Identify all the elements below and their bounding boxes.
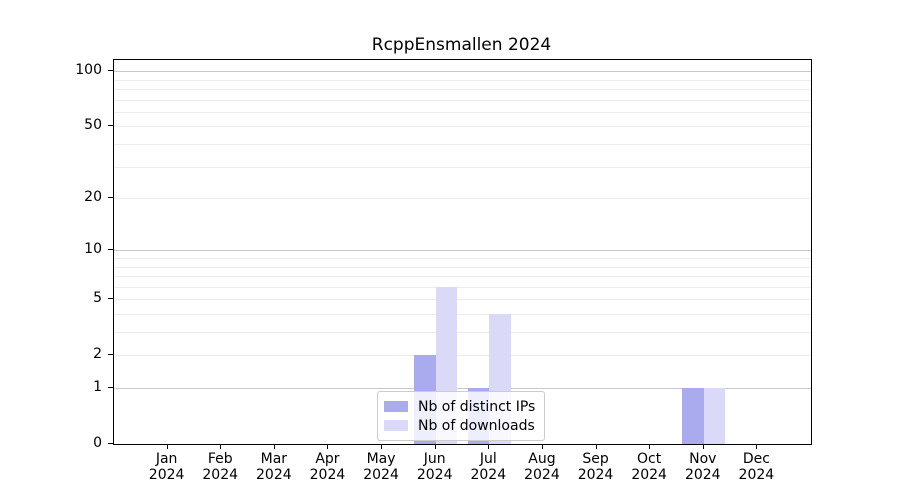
y-tick-100 (108, 70, 113, 72)
x-tick-year-feb: 2024 (202, 467, 239, 483)
legend-swatch-downloads (384, 420, 408, 431)
y-tick-label-10: 10 (84, 241, 102, 258)
x-tick-year-aug: 2024 (524, 467, 560, 483)
gridline-minor-2 (114, 355, 811, 357)
gridline-minor-5 (114, 299, 811, 301)
chart-title: RcppEnsmallen 2024 (371, 35, 552, 55)
y-tick-label-100: 100 (75, 62, 102, 79)
gridline-minor-80 (114, 89, 811, 90)
x-tick-label-mar: Mar 2024 (242, 451, 306, 483)
x-tick-label-may: May 2024 (349, 451, 413, 483)
x-tick-year-jul: 2024 (470, 467, 507, 483)
x-tick-month-jan: Jan (155, 451, 178, 467)
y-tick-1 (108, 387, 113, 388)
y-tick-label-20: 20 (84, 189, 102, 206)
y-tick-2 (108, 354, 113, 356)
x-tick-jun (434, 444, 436, 449)
x-tick-month-jun: Jun (423, 451, 446, 467)
bar-nb-of-distinct-ips-nov (682, 388, 704, 444)
gridline-minor-30 (114, 166, 811, 168)
x-tick-jul (488, 444, 490, 449)
x-tick-month-aug: Aug (528, 451, 556, 467)
x-tick-year-jan: 2024 (148, 467, 185, 483)
gridline-minor-40 (114, 144, 811, 145)
x-tick-year-dec: 2024 (738, 467, 775, 483)
y-tick-0 (108, 443, 113, 444)
legend-label-distinct-ips: Nb of distinct IPs (418, 398, 536, 415)
x-tick-label-oct: Oct 2024 (617, 451, 681, 483)
legend-item-distinct-ips: Nb of distinct IPs (384, 397, 538, 416)
y-tick-10 (108, 249, 113, 251)
gridline-minor-8 (114, 266, 811, 268)
gridline-major-1 (114, 388, 811, 389)
gridline-minor-70 (114, 99, 811, 101)
x-tick-label-jun: Jun 2024 (403, 451, 467, 483)
gridline-minor-7 (114, 276, 811, 278)
x-tick-feb (220, 444, 222, 449)
x-tick-aug (541, 444, 543, 449)
x-tick-year-oct: 2024 (631, 467, 667, 483)
legend-label-downloads: Nb of downloads (418, 417, 535, 434)
plot-area: Nb of distinct IPs Nb of downloads (113, 59, 812, 445)
legend-swatch-distinct-ips (384, 401, 408, 412)
y-tick-20 (108, 197, 113, 199)
x-tick-dec (756, 444, 758, 449)
legend-item-downloads: Nb of downloads (384, 416, 538, 435)
gridline-major-100 (114, 71, 811, 73)
x-tick-year-may: 2024 (363, 467, 399, 483)
x-tick-month-may: May (366, 451, 396, 467)
x-tick-month-feb: Feb (207, 451, 233, 467)
x-tick-year-mar: 2024 (256, 467, 292, 483)
gridline-minor-60 (114, 111, 811, 113)
x-tick-month-mar: Mar (260, 451, 288, 467)
y-tick-label-1: 1 (93, 379, 102, 395)
x-tick-apr (327, 444, 329, 449)
legend: Nb of distinct IPs Nb of downloads (377, 391, 545, 441)
gridline-minor-6 (114, 286, 811, 288)
gridline-minor-20 (114, 198, 811, 200)
gridline-minor-3 (114, 332, 811, 333)
x-tick-mar (273, 444, 275, 449)
x-tick-label-nov: Nov 2024 (671, 451, 735, 483)
x-tick-month-oct: Oct (637, 451, 662, 467)
x-tick-month-apr: Apr (315, 451, 340, 467)
x-tick-jan (166, 444, 168, 449)
gridline-minor-9 (114, 257, 811, 259)
y-tick-label-2: 2 (93, 346, 102, 363)
x-tick-sep (595, 444, 597, 449)
bar-nb-of-downloads-nov (703, 388, 726, 444)
x-tick-year-jun: 2024 (416, 467, 453, 483)
x-tick-year-sep: 2024 (577, 467, 614, 483)
x-tick-label-sep: Sep 2024 (564, 451, 628, 483)
y-tick-label-5: 5 (93, 290, 102, 307)
x-tick-month-nov: Nov (689, 451, 717, 467)
y-tick-label-50: 50 (84, 117, 102, 134)
x-tick-label-feb: Feb 2024 (188, 451, 252, 483)
x-tick-nov (702, 444, 704, 449)
x-tick-label-apr: Apr 2024 (295, 451, 359, 483)
gridline-minor-4 (114, 313, 811, 315)
x-tick-month-dec: Dec (742, 451, 770, 467)
y-tick-50 (108, 125, 113, 127)
x-tick-year-apr: 2024 (309, 467, 346, 483)
gridline-minor-90 (114, 79, 811, 81)
x-tick-label-jan: Jan 2024 (135, 451, 199, 483)
gridline-minor-50 (114, 126, 811, 128)
x-tick-oct (649, 444, 651, 449)
x-tick-label-dec: Dec 2024 (724, 451, 788, 483)
x-tick-month-sep: Sep (582, 451, 609, 467)
gridline-major-10 (114, 250, 811, 252)
x-tick-month-jul: Jul (479, 451, 497, 467)
x-tick-label-jul: Jul 2024 (456, 451, 520, 483)
x-tick-may (381, 444, 383, 449)
x-tick-label-aug: Aug 2024 (510, 451, 574, 483)
y-tick-5 (108, 298, 113, 300)
x-tick-year-nov: 2024 (684, 467, 721, 483)
y-tick-label-0: 0 (93, 435, 102, 451)
